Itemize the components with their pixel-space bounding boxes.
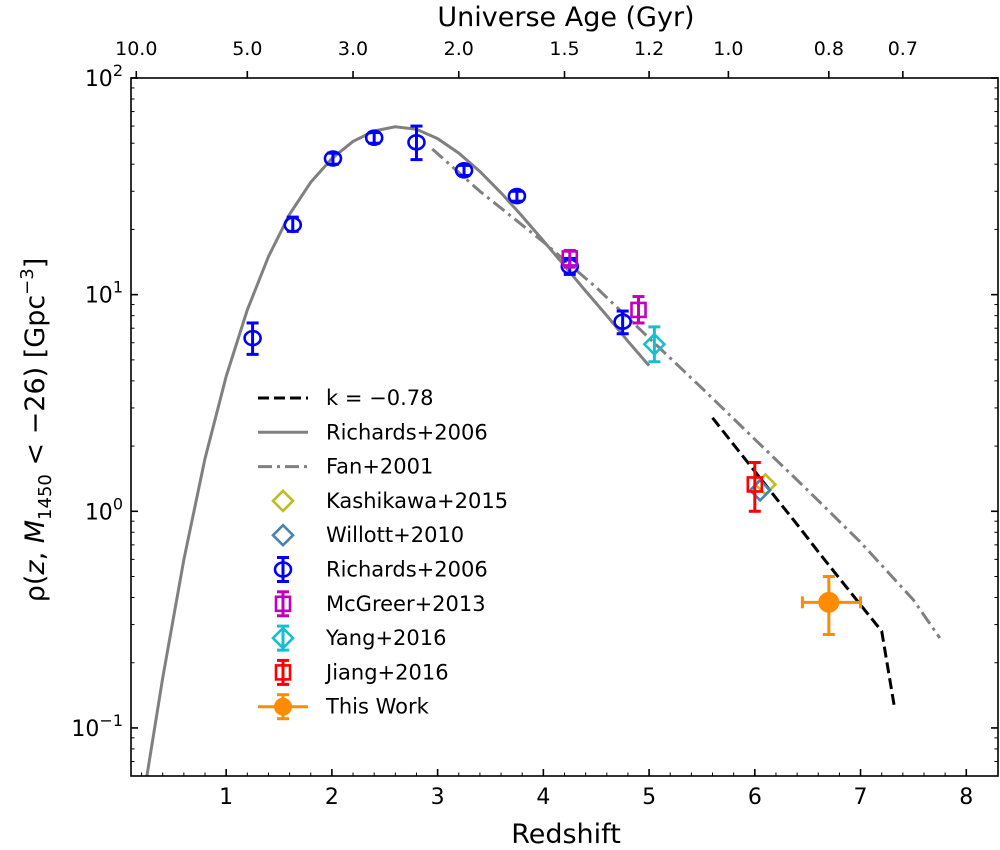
model-curves xyxy=(145,125,942,776)
series-mcgreer-2013-6 xyxy=(561,248,647,325)
legend-label-7: Yang+2016 xyxy=(325,626,446,650)
legend-marker-8 xyxy=(274,664,292,681)
legend-entry-richards-2006-1: Richards+2006 xyxy=(258,420,488,444)
point-richards-2006-0-marker xyxy=(243,329,262,347)
top-tick-label-3: 2.0 xyxy=(444,38,474,60)
legend-label-0: k = −0.78 xyxy=(326,386,433,410)
legend-entry-willott-2010-4: Willott+2010 xyxy=(271,523,464,548)
top-tick-label-6: 1.0 xyxy=(713,38,743,60)
legend-entry-yang-2016-7: Yang+2016 xyxy=(271,624,446,652)
data-points xyxy=(243,124,863,636)
x-tick-label-7: 8 xyxy=(959,785,973,810)
y-tick-label-3: 102 xyxy=(85,61,123,92)
top-tick-label-4: 1.5 xyxy=(549,38,579,60)
top-axis-title: Universe Age (Gyr) xyxy=(437,2,694,33)
legend-entry-richards-2006-5: Richards+2006 xyxy=(273,556,488,583)
legend-marker-3 xyxy=(271,489,295,513)
point-richards-2006-4-marker xyxy=(407,133,426,151)
legend-entry-fan-2001-2: Fan+2001 xyxy=(258,455,433,479)
legend-marker-6 xyxy=(274,595,292,613)
curve-k-0-78-0 xyxy=(711,416,896,708)
y-axis-title: ρ(z, M1450 < −26) [Gpc−3] xyxy=(17,258,56,603)
legend-label-9: This Work xyxy=(325,695,430,719)
plot-frame xyxy=(130,77,999,777)
top-tick-label-2: 3.0 xyxy=(338,38,368,60)
legend-label-2: Fan+2001 xyxy=(326,455,433,479)
legend-entry-jiang-2016-8: Jiang+2016 xyxy=(274,658,449,686)
point-jiang-2016-0-marker xyxy=(746,476,764,493)
x-tick-label-0: 1 xyxy=(219,785,233,810)
point-richards-2006-3-marker xyxy=(364,129,384,147)
y-tick-label-0: 10−1 xyxy=(71,711,123,742)
top-tick-label-5: 1.2 xyxy=(634,38,664,60)
legend: k = −0.78 Richards+2006 Fan+2001 Kashikawa+… xyxy=(258,386,508,721)
legend-marker-9 xyxy=(274,697,292,716)
top-tick-label-0: 10.0 xyxy=(115,38,157,60)
legend-label-8: Jiang+2016 xyxy=(324,660,449,684)
legend-label-4: Willott+2010 xyxy=(326,523,464,547)
series-this-work-9 xyxy=(800,575,863,636)
y-tick-label-2: 101 xyxy=(85,278,123,309)
legend-label-1: Richards+2006 xyxy=(326,420,488,444)
x-tick-label-6: 7 xyxy=(854,785,868,810)
x-tick-label-3: 4 xyxy=(536,785,550,810)
legend-label-3: Kashikawa+2015 xyxy=(326,489,508,513)
x-tick-label-2: 3 xyxy=(431,785,445,810)
legend-label-5: Richards+2006 xyxy=(326,558,488,582)
series-jiang-2016-8 xyxy=(746,460,764,513)
top-tick-label-7: 0.8 xyxy=(814,38,844,60)
legend-marker-4 xyxy=(271,523,295,548)
legend-marker-7 xyxy=(271,626,295,650)
legend-entry-kashikawa-2015-3: Kashikawa+2015 xyxy=(271,489,508,513)
point-richards-2006-1-marker xyxy=(283,216,303,234)
legend-label-6: McGreer+2013 xyxy=(326,592,486,616)
point-richards-2006-2-marker xyxy=(323,150,343,167)
x-tick-label-4: 5 xyxy=(642,785,656,810)
point-richards-2006-8-marker xyxy=(613,313,632,331)
x-tick-label-5: 6 xyxy=(748,785,762,810)
curve-fan-2001-2 xyxy=(431,147,942,639)
point-this-work-0-marker xyxy=(818,591,840,613)
point-richards-2006-6-marker xyxy=(507,187,527,205)
point-richards-2006-5-marker xyxy=(454,161,474,179)
top-tick-label-1: 5.0 xyxy=(232,38,262,60)
legend-marker-5 xyxy=(273,561,293,578)
y-tick-label-1: 100 xyxy=(85,494,123,525)
series-richards-2006-5 xyxy=(243,124,632,356)
legend-entry-mcgreer-2013-6: McGreer+2013 xyxy=(274,590,486,618)
top-tick-label-8: 0.7 xyxy=(888,38,918,60)
legend-entry-k-0-78-0: k = −0.78 xyxy=(258,386,433,410)
point-mcgreer-2013-0-marker xyxy=(561,250,579,267)
legend-entry-this-work-9: This Work xyxy=(258,693,430,721)
x-tick-label-1: 2 xyxy=(325,785,339,810)
series-yang-2016-7 xyxy=(642,325,667,364)
x-axis-title: Redshift xyxy=(511,819,621,850)
point-yang-2016-0-marker xyxy=(642,332,667,357)
point-mcgreer-2013-1-marker xyxy=(630,301,647,319)
